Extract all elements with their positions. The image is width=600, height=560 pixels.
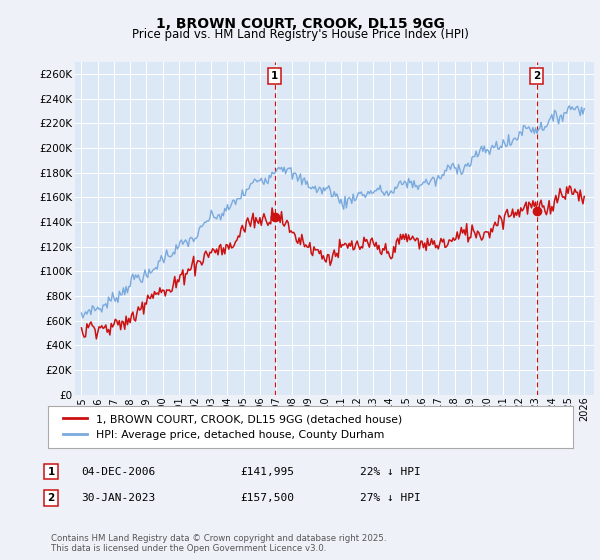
Text: 30-JAN-2023: 30-JAN-2023: [81, 493, 155, 503]
Text: £141,995: £141,995: [240, 466, 294, 477]
Text: 22% ↓ HPI: 22% ↓ HPI: [360, 466, 421, 477]
Legend: 1, BROWN COURT, CROOK, DL15 9GG (detached house), HPI: Average price, detached h: 1, BROWN COURT, CROOK, DL15 9GG (detache…: [59, 410, 406, 444]
Text: 27% ↓ HPI: 27% ↓ HPI: [360, 493, 421, 503]
Text: 04-DEC-2006: 04-DEC-2006: [81, 466, 155, 477]
Text: Contains HM Land Registry data © Crown copyright and database right 2025.
This d: Contains HM Land Registry data © Crown c…: [51, 534, 386, 553]
Text: £157,500: £157,500: [240, 493, 294, 503]
Text: 2: 2: [47, 493, 55, 503]
Text: Price paid vs. HM Land Registry's House Price Index (HPI): Price paid vs. HM Land Registry's House …: [131, 28, 469, 41]
Text: 2: 2: [533, 72, 541, 81]
Text: 1: 1: [271, 72, 278, 81]
Text: 1: 1: [47, 466, 55, 477]
Text: 1, BROWN COURT, CROOK, DL15 9GG: 1, BROWN COURT, CROOK, DL15 9GG: [155, 17, 445, 31]
